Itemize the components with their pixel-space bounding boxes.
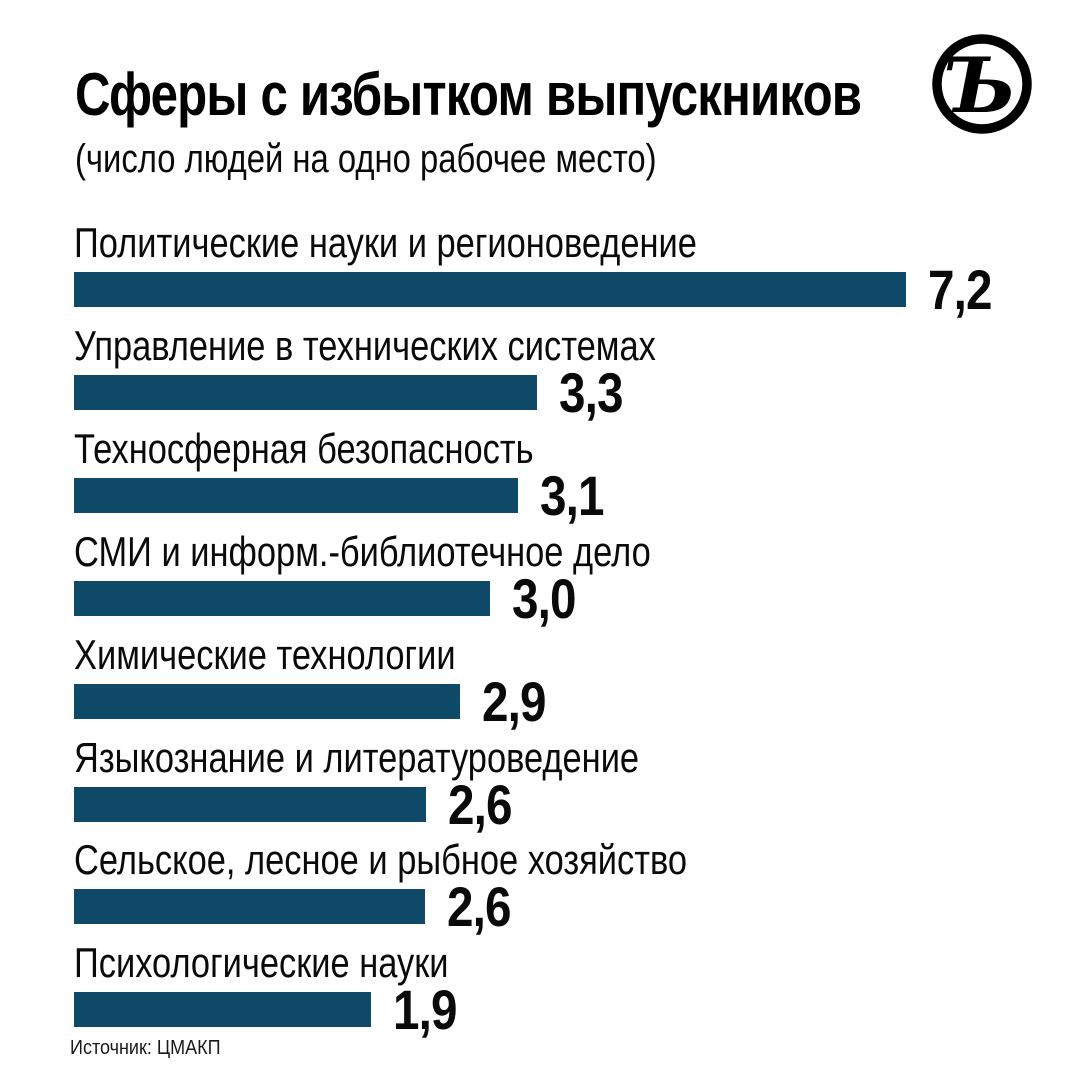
page-title: Сферы с избытком выпускников xyxy=(75,62,1034,128)
bar xyxy=(74,786,426,822)
category-label: Языкознание и литературоведение xyxy=(74,733,640,781)
bar xyxy=(74,580,490,616)
bar xyxy=(74,374,537,410)
value-label: 2,9 xyxy=(482,669,546,733)
value-label: 3,0 xyxy=(512,566,576,630)
category-label: Сельское, лесное и рыбное хозяйство xyxy=(74,836,688,884)
bar xyxy=(74,889,425,925)
page-subtitle-text: (число людей на одно рабочее место) xyxy=(75,137,657,181)
bar xyxy=(74,992,371,1028)
bar-row: СМИ и информ.-библиотечное дело 3,0 xyxy=(74,527,777,630)
page-title-text: Сферы с избытком выпускников xyxy=(75,61,862,128)
bar-row: Управление в технических системах 3,3 xyxy=(74,321,784,424)
value-label: 2,6 xyxy=(448,772,512,836)
source-note-text: Источник: ЦМАКП xyxy=(70,1037,221,1059)
bar-row: Политические науки и регионоведение 7,2 xyxy=(74,219,1003,321)
category-label: Политические науки и регионоведение xyxy=(74,219,697,266)
bar-row: Языкознание и литературоведение 2,6 xyxy=(74,733,763,836)
value-label: 3,1 xyxy=(540,463,604,527)
category-label: Химические технологии xyxy=(74,630,456,678)
category-label: СМИ и информ.-библиотечное дело xyxy=(74,527,651,575)
logo-circle xyxy=(932,34,1032,134)
bar-row: Сельское, лесное и рыбное хозяйство 2,6 xyxy=(74,836,822,938)
logo-glyph: Ъ xyxy=(944,41,1017,130)
kommersant-logo-icon: Ъ xyxy=(932,34,1032,134)
bar xyxy=(74,683,460,719)
value-label: 2,6 xyxy=(447,875,511,939)
value-label: 1,9 xyxy=(393,978,457,1042)
source-note: Источник: ЦМАКП xyxy=(70,1036,237,1060)
bar-row: Техносферная безопасность 3,1 xyxy=(74,424,634,527)
category-label: Психологические науки xyxy=(74,939,449,987)
value-label: 3,3 xyxy=(559,360,623,424)
value-label: 7,2 xyxy=(928,258,992,321)
bar xyxy=(74,477,518,513)
bar-row: Психологические науки 1,9 xyxy=(74,939,531,1041)
bar xyxy=(74,272,906,307)
category-label: Управление в технических системах xyxy=(74,321,656,369)
bar-row: Химические технологии 2,9 xyxy=(74,630,557,733)
page-subtitle: (число людей на одно рабочее место) xyxy=(75,136,784,182)
category-label: Техносферная безопасность xyxy=(74,424,534,472)
